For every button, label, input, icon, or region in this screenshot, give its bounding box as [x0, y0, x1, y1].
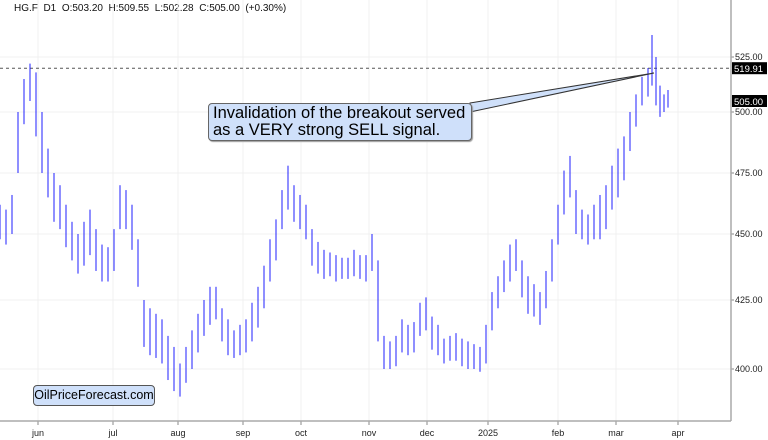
- x-tick-label: jun: [31, 428, 44, 438]
- y-tick-label: 475.00: [735, 168, 763, 178]
- x-tick-label: jul: [107, 428, 117, 438]
- y-tick-label: 450.00: [735, 229, 763, 239]
- x-tick-label: 2025: [478, 428, 498, 438]
- annotation-line-1: Invalidation of the breakout served: [213, 104, 466, 122]
- low-value: L:502.28: [154, 3, 194, 14]
- symbol: HG.F: [14, 3, 38, 14]
- watermark-logo: OilPriceForecast.com: [33, 385, 155, 406]
- x-tick-label: aug: [170, 428, 185, 438]
- change-value: (+0.30%): [245, 3, 287, 14]
- last-price-box: [732, 95, 767, 107]
- high-value: H:509.55: [108, 3, 150, 14]
- timeframe: D1: [43, 3, 57, 14]
- x-tick-label: dec: [420, 428, 435, 438]
- y-tick-label: 500.00: [735, 107, 763, 117]
- close-value: C:505.00: [199, 3, 240, 14]
- reference-price-label: 519.91: [734, 64, 763, 75]
- symbol-header: HG.F D1 O:503.20 H:509.55 L:502.28 C:505…: [14, 3, 286, 14]
- x-tick-label: oct: [295, 428, 308, 438]
- callout-pointer: [469, 72, 655, 113]
- open-value: O:503.20: [61, 3, 103, 14]
- x-tick-label: apr: [671, 428, 684, 438]
- annotation-callout: Invalidation of the breakout served as a…: [208, 103, 472, 141]
- reference-price-box: [732, 62, 767, 75]
- annotation-line-2: as a VERY strong SELL signal.: [213, 121, 441, 139]
- y-tick-label: 425.00: [735, 295, 763, 305]
- last-price-label: 505.00: [734, 97, 763, 108]
- x-tick-label: nov: [362, 428, 377, 438]
- x-tick-label: feb: [552, 428, 565, 438]
- x-tick-label: mar: [608, 428, 624, 438]
- x-tick-label: sep: [236, 428, 251, 438]
- y-tick-label: 400.00: [735, 364, 763, 374]
- y-tick-label: 525.00: [735, 52, 763, 62]
